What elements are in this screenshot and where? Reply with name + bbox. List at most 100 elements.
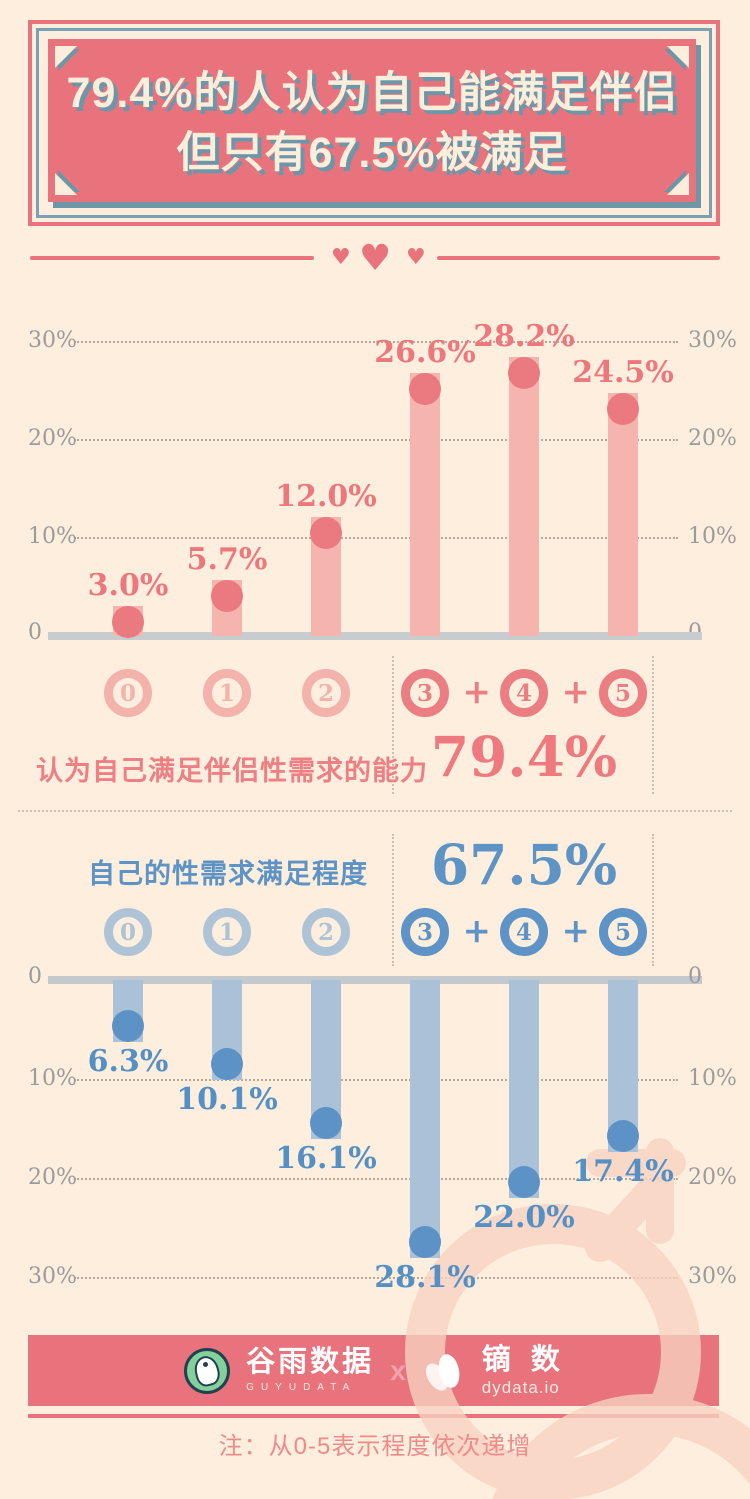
scale-badge-5: 5	[599, 908, 647, 956]
value-label: 6.3%	[87, 1044, 169, 1079]
plus-sign: +	[462, 911, 492, 951]
scale-badge-5: 5	[599, 669, 647, 717]
footnote: 注：从0-5表示程度依次递增	[218, 1433, 532, 1460]
scale-badge-2: 2	[302, 669, 350, 717]
value-label: 5.7%	[186, 542, 268, 577]
group-separator	[652, 656, 654, 794]
scale-badge-4: 4	[500, 669, 548, 717]
gridline-30pct	[74, 341, 678, 343]
y-tick: 0	[28, 620, 42, 645]
dydata-brand: 镝 数 dydata.io	[481, 1343, 566, 1397]
title-line2: 但只有67.5%被满足	[176, 129, 568, 177]
bar-endpoint-dot	[508, 1166, 540, 1198]
gridline-10pct	[74, 1079, 678, 1081]
gridline-20pct	[74, 439, 678, 441]
bar-ability-to-satisfy-partner-4	[509, 357, 539, 636]
bar-endpoint-dot	[310, 1107, 342, 1139]
bar-endpoint-dot	[607, 1120, 639, 1152]
y-tick: 20%	[28, 1165, 77, 1190]
bar-endpoint-dot	[112, 1010, 144, 1042]
y-tick: 20%	[688, 1165, 737, 1190]
dydata-name: 镝 数	[481, 1343, 566, 1376]
group-separator	[652, 834, 654, 966]
title-frame: 79.4%的人认为自己能满足伴侣 但只有67.5%被满足	[28, 20, 720, 226]
y-tick: 30%	[688, 328, 737, 353]
scale-badge-0: 0	[104, 669, 152, 717]
group-separator	[392, 656, 394, 794]
bar-endpoint-dot	[211, 1048, 243, 1080]
y-tick: 10%	[688, 524, 737, 549]
y-tick: 10%	[28, 1066, 77, 1091]
scale-badge-2: 2	[302, 908, 350, 956]
title-frame-inner: 79.4%的人认为自己能满足伴侣 但只有67.5%被满足	[36, 28, 712, 218]
value-label: 10.1%	[176, 1082, 278, 1117]
heart-icon: ♥	[331, 245, 351, 270]
plus-sign: +	[561, 672, 591, 712]
gridline-10pct	[74, 537, 678, 539]
dydata-subname: dydata.io	[481, 1377, 560, 1397]
bottom-chart-baseline	[48, 976, 702, 984]
gridline-20pct	[74, 1178, 678, 1180]
divider-line-left	[30, 256, 314, 260]
guyudata-name: 谷雨数据	[246, 1346, 375, 1378]
scale-badge-1: 1	[203, 908, 251, 956]
bird-eye	[203, 1361, 209, 1367]
y-tick: 10%	[28, 524, 77, 549]
title-box: 79.4%的人认为自己能满足伴侣 但只有67.5%被满足	[48, 39, 696, 202]
top-group-total: 79.4%	[430, 724, 618, 789]
footer-logos: 谷雨数据 GUYUDATA x 镝 数 dydata.io	[0, 1335, 750, 1406]
corner-ornament-icon	[667, 173, 689, 195]
scale-badge-0: 0	[104, 908, 152, 956]
top-chart-baseline	[48, 632, 702, 640]
value-label: 12.0%	[275, 479, 377, 514]
bar-own-satisfaction-level-4	[509, 980, 539, 1198]
bar-endpoint-dot	[508, 357, 540, 389]
bottom-group-total: 67.5%	[430, 832, 618, 897]
heart-icon: ♥	[406, 245, 426, 270]
value-label: 16.1%	[275, 1141, 377, 1176]
bottom-group-label: 自己的性需求满足程度	[88, 859, 368, 889]
scale-badge-3: 3	[401, 669, 449, 717]
value-label: 3.0%	[87, 568, 169, 603]
bar-endpoint-dot	[211, 580, 243, 612]
footer-rule	[28, 1414, 719, 1418]
bar-endpoint-dot	[607, 393, 639, 425]
plus-sign: +	[462, 672, 492, 712]
y-tick: 0	[688, 964, 702, 989]
collab-x: x	[390, 1354, 406, 1386]
value-label: 28.2%	[473, 319, 575, 354]
scale-badge-4: 4	[500, 908, 548, 956]
group-separator	[392, 834, 394, 966]
value-label: 26.6%	[374, 335, 476, 370]
y-tick: 30%	[28, 328, 77, 353]
section-divider	[18, 810, 732, 812]
guyudata-logo-icon	[184, 1347, 231, 1394]
heart-icon: ♥	[359, 238, 392, 279]
y-tick: 20%	[28, 426, 77, 451]
bar-endpoint-dot	[409, 373, 441, 405]
top-group-label: 认为自己满足伴侣性需求的能力	[36, 756, 428, 786]
scale-badge-1: 1	[203, 669, 251, 717]
scale-badge-3: 3	[401, 908, 449, 956]
y-tick: 0	[28, 964, 42, 989]
gridline-30pct	[74, 1277, 678, 1279]
corner-ornament-icon	[55, 46, 77, 68]
bar-endpoint-dot	[310, 517, 342, 549]
y-tick: 30%	[28, 1264, 77, 1289]
y-tick: 20%	[688, 426, 737, 451]
bar-endpoint-dot	[112, 606, 144, 638]
bird-body	[191, 1353, 223, 1388]
value-label: 22.0%	[473, 1200, 575, 1235]
title-line1: 79.4%的人认为自己能满足伴侣	[66, 69, 678, 117]
plus-sign: +	[561, 911, 591, 951]
value-label: 28.1%	[374, 1260, 476, 1295]
dydata-logo-icon	[425, 1353, 460, 1391]
guyudata-brand: 谷雨数据 GUYUDATA	[246, 1348, 374, 1393]
bar-ability-to-satisfy-partner-3	[410, 373, 440, 636]
value-label: 24.5%	[572, 355, 674, 390]
corner-ornament-icon	[667, 46, 689, 68]
corner-ornament-icon	[55, 173, 77, 195]
y-tick: 10%	[688, 1066, 737, 1091]
bar-endpoint-dot	[409, 1226, 441, 1258]
